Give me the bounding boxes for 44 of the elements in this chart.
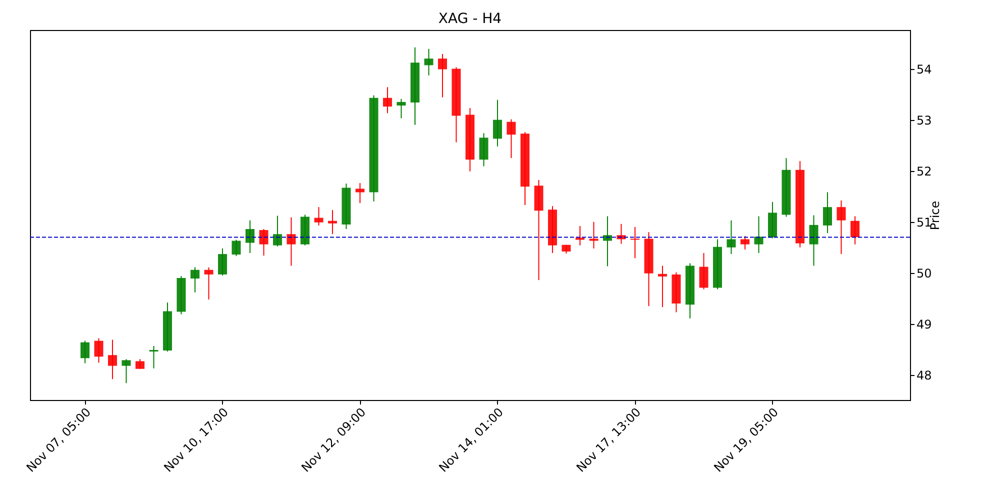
candlestick (328, 210, 337, 235)
candlestick (136, 358, 144, 370)
candlestick (809, 214, 818, 266)
candlestick (149, 345, 158, 369)
candlestick (356, 182, 364, 204)
candlestick (836, 200, 846, 255)
candlestick (479, 132, 488, 167)
candlestick (493, 99, 502, 147)
y-tick-label: 53 (916, 113, 932, 128)
candlestick (603, 216, 612, 267)
candlestick (190, 266, 200, 293)
y-tick-label: 50 (916, 266, 932, 280)
candlestick (506, 118, 516, 159)
candlestick (424, 48, 434, 76)
candlestick (286, 216, 296, 266)
candlestick (658, 265, 667, 308)
candlestick (699, 252, 708, 290)
candlestick (80, 340, 90, 364)
candlestick (726, 220, 736, 255)
candlestick (232, 239, 241, 257)
candlestick (218, 248, 227, 276)
y-tick-label: 49 (916, 317, 932, 332)
candlestick (589, 221, 598, 249)
candlestick (823, 192, 832, 234)
candlestick (314, 206, 324, 226)
y-tick-label: 52 (916, 164, 932, 178)
y-tick-label: 48 (916, 368, 932, 382)
candlestick (94, 338, 104, 364)
candlestick (273, 215, 282, 247)
chart-title: XAG - H4 (438, 11, 502, 27)
candlestick (383, 86, 392, 114)
candlestick (850, 216, 860, 245)
candlestick (438, 53, 447, 98)
candlestick (246, 220, 254, 254)
candlestick (754, 216, 764, 254)
candlestick (122, 358, 131, 384)
candlestick (396, 98, 406, 119)
y-tick-label: 54 (916, 62, 932, 76)
candlestick (204, 266, 214, 300)
candlestick (630, 226, 640, 259)
candlestick (108, 339, 117, 380)
candlestick (259, 228, 268, 256)
candlestick (740, 236, 750, 250)
candlestick (576, 225, 584, 246)
